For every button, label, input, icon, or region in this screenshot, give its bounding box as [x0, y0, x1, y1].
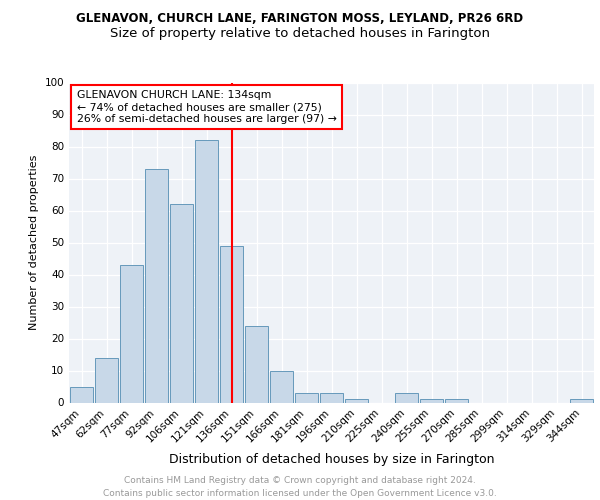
- Bar: [145, 169, 169, 402]
- Bar: [295, 393, 319, 402]
- Bar: [95, 358, 118, 403]
- Text: GLENAVON, CHURCH LANE, FARINGTON MOSS, LEYLAND, PR26 6RD: GLENAVON, CHURCH LANE, FARINGTON MOSS, L…: [76, 12, 524, 26]
- Bar: [445, 400, 469, 402]
- Bar: [194, 140, 218, 402]
- Bar: [70, 386, 94, 402]
- X-axis label: Distribution of detached houses by size in Farington: Distribution of detached houses by size …: [169, 452, 494, 466]
- Bar: [419, 400, 443, 402]
- Text: GLENAVON CHURCH LANE: 134sqm
← 74% of detached houses are smaller (275)
26% of s: GLENAVON CHURCH LANE: 134sqm ← 74% of de…: [77, 90, 337, 124]
- Bar: [170, 204, 193, 402]
- Bar: [569, 400, 593, 402]
- Bar: [269, 370, 293, 402]
- Bar: [320, 393, 343, 402]
- Y-axis label: Number of detached properties: Number of detached properties: [29, 155, 39, 330]
- Bar: [119, 265, 143, 402]
- Text: Size of property relative to detached houses in Farington: Size of property relative to detached ho…: [110, 28, 490, 40]
- Text: Contains HM Land Registry data © Crown copyright and database right 2024.
Contai: Contains HM Land Registry data © Crown c…: [103, 476, 497, 498]
- Bar: [344, 400, 368, 402]
- Bar: [245, 326, 268, 402]
- Bar: [220, 246, 244, 402]
- Bar: [395, 393, 418, 402]
